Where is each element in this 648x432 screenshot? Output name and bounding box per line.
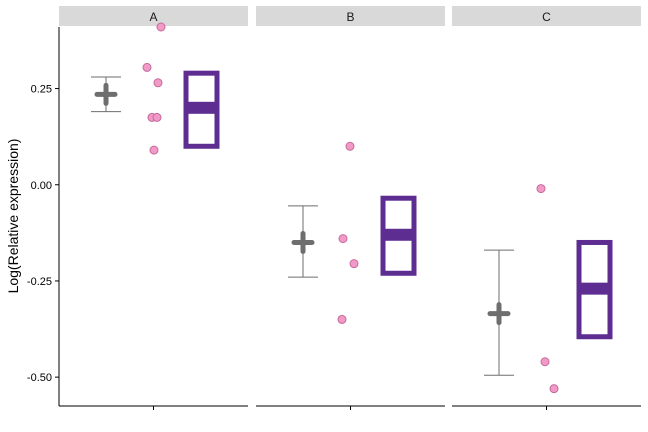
data-point bbox=[536, 184, 546, 194]
data-point bbox=[349, 259, 359, 269]
box-median bbox=[383, 228, 414, 241]
facet-strip bbox=[59, 6, 248, 26]
data-point bbox=[149, 145, 159, 155]
y-tick-label: 0.00 bbox=[31, 180, 52, 192]
box-median bbox=[186, 101, 217, 114]
facet-strip-label: A bbox=[149, 10, 157, 24]
y-axis: 0.25 0.00 -0.25 -0.50 bbox=[27, 27, 60, 406]
data-point bbox=[156, 22, 166, 32]
facet-panels: A B C bbox=[59, 6, 641, 410]
facet-panel-b: B bbox=[256, 6, 445, 410]
facet-panel-c: C bbox=[452, 6, 641, 410]
data-point bbox=[337, 314, 347, 324]
y-tick-label: -0.25 bbox=[27, 276, 52, 288]
facet-strip-label: B bbox=[346, 10, 354, 24]
facet-panel-a: A bbox=[59, 6, 248, 410]
data-point bbox=[338, 234, 348, 244]
data-point bbox=[540, 357, 550, 367]
y-tick-label: -0.50 bbox=[27, 372, 52, 384]
data-point bbox=[345, 141, 355, 151]
data-point bbox=[549, 384, 559, 394]
data-point bbox=[152, 112, 162, 122]
box-median bbox=[579, 282, 610, 295]
y-axis-title: Log(Relative expression) bbox=[5, 139, 21, 294]
facet-strip bbox=[452, 6, 641, 26]
facet-strip bbox=[256, 6, 445, 26]
data-point bbox=[153, 78, 163, 88]
data-point bbox=[142, 62, 152, 72]
y-tick-label: 0.25 bbox=[31, 84, 52, 96]
facet-strip-label: C bbox=[542, 10, 551, 24]
